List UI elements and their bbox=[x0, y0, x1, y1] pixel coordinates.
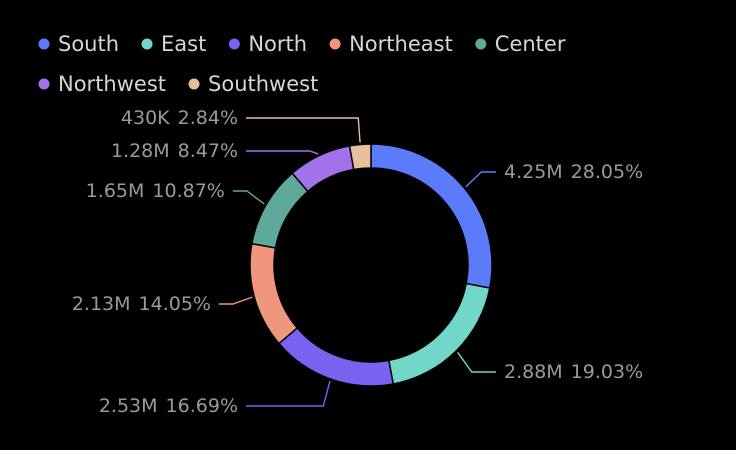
data-label-south: 4.25M 28.05% bbox=[504, 161, 643, 183]
legend-item-center[interactable]: Center bbox=[475, 32, 566, 56]
leader-line-northwest bbox=[246, 150, 319, 155]
legend-label-northeast: Northeast bbox=[349, 32, 453, 56]
legend-label-center: Center bbox=[495, 32, 566, 56]
slice-northeast[interactable] bbox=[249, 242, 299, 345]
legend-label-south: South bbox=[58, 32, 119, 56]
data-label-percent: 8.47% bbox=[178, 140, 238, 162]
legend-item-north[interactable]: North bbox=[228, 32, 307, 56]
data-label-value: 1.28M bbox=[111, 140, 170, 162]
legend-marker-northeast bbox=[329, 38, 341, 50]
legend-marker-east bbox=[141, 38, 153, 50]
legend-item-southwest[interactable]: Southwest bbox=[188, 72, 319, 96]
data-label-percent: 14.05% bbox=[139, 293, 211, 315]
data-label-north: 2.53M 16.69% bbox=[99, 395, 238, 417]
data-label-center: 1.65M 10.87% bbox=[86, 180, 225, 202]
legend-label-southwest: Southwest bbox=[208, 72, 318, 96]
data-label-value: 2.88M bbox=[504, 361, 563, 383]
data-label-northwest: 1.28M 8.47% bbox=[111, 140, 238, 162]
legend-item-east[interactable]: East bbox=[141, 32, 207, 56]
donut-slices bbox=[249, 143, 493, 387]
legend-item-northeast[interactable]: Northeast bbox=[329, 32, 453, 56]
data-label-percent: 16.69% bbox=[166, 395, 238, 417]
slice-northwest[interactable] bbox=[291, 145, 355, 193]
data-label-southwest: 430K 2.84% bbox=[121, 107, 238, 129]
data-label-percent: 19.03% bbox=[571, 361, 643, 383]
leader-line-center bbox=[232, 190, 265, 205]
leader-line-south bbox=[465, 171, 496, 188]
legend-item-south[interactable]: South bbox=[38, 32, 120, 56]
slice-south[interactable] bbox=[370, 143, 493, 289]
data-label-percent: 28.05% bbox=[571, 161, 643, 183]
label-leader-lines bbox=[218, 117, 496, 407]
data-label-percent: 2.84% bbox=[178, 107, 238, 129]
data-label-percent: 10.87% bbox=[152, 180, 224, 202]
leader-line-northeast bbox=[218, 296, 253, 305]
legend-marker-south bbox=[38, 38, 50, 50]
legend-label-northwest: Northwest bbox=[58, 72, 166, 96]
leader-line-north bbox=[246, 380, 331, 407]
slice-east[interactable] bbox=[387, 282, 491, 385]
data-label-value: 2.53M bbox=[99, 395, 158, 417]
data-label-east: 2.88M 19.03% bbox=[504, 361, 643, 383]
legend-marker-southwest bbox=[188, 78, 200, 90]
legend-item-northwest[interactable]: Northwest bbox=[38, 72, 167, 96]
legend-label-north: North bbox=[248, 32, 307, 56]
legend-marker-northwest bbox=[38, 78, 50, 90]
data-label-value: 4.25M bbox=[504, 161, 563, 183]
legend-marker-center bbox=[475, 38, 487, 50]
legend-label-east: East bbox=[161, 32, 206, 56]
leader-line-southwest bbox=[246, 117, 361, 143]
data-label-value: 1.65M bbox=[86, 180, 145, 202]
data-label-northeast: 2.13M 14.05% bbox=[72, 293, 211, 315]
slice-southwest[interactable] bbox=[348, 143, 372, 171]
leader-line-east bbox=[457, 351, 496, 373]
data-label-value: 430K bbox=[121, 107, 170, 129]
data-labels: 4.25M 28.05% 2.88M 19.03% 2.53M 16.69% 2.13M 14… bbox=[72, 107, 643, 417]
slice-north[interactable] bbox=[277, 326, 395, 387]
data-label-value: 2.13M bbox=[72, 293, 131, 315]
slice-center[interactable] bbox=[251, 172, 309, 249]
legend: South East North Northeast Center Northwest So… bbox=[38, 32, 566, 96]
legend-marker-north bbox=[228, 38, 240, 50]
